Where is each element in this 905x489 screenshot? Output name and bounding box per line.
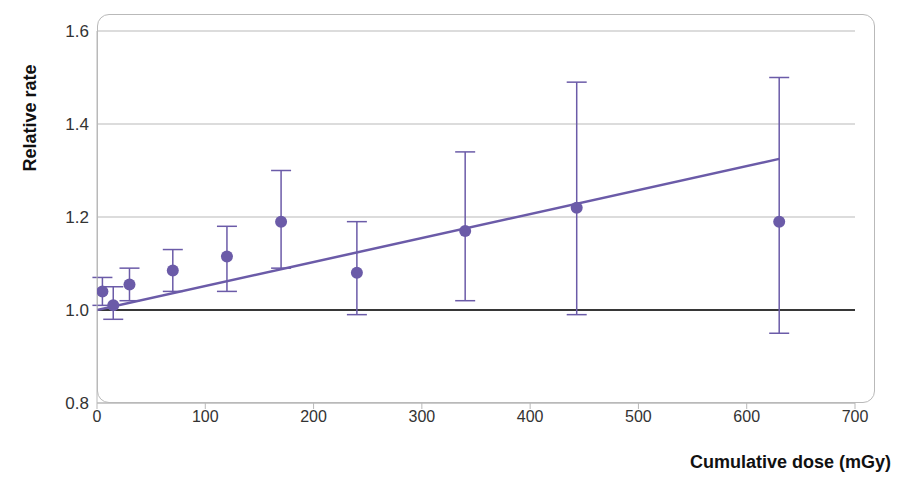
- svg-text:700: 700: [842, 408, 869, 425]
- svg-text:1.0: 1.0: [65, 301, 89, 320]
- svg-text:1.4: 1.4: [65, 115, 89, 134]
- html-text:Cumulative dose (mGy): Cumulative dose (mGy): [690, 452, 891, 472]
- svg-text:0: 0: [93, 408, 102, 425]
- svg-text:400: 400: [517, 408, 544, 425]
- svg-text:1.2: 1.2: [65, 208, 89, 227]
- svg-text:200: 200: [300, 408, 327, 425]
- html-text:Relative rate: Relative rate: [19, 64, 40, 172]
- svg-text:300: 300: [409, 408, 436, 425]
- svg-text:1.6: 1.6: [65, 22, 89, 41]
- svg-text:0.8: 0.8: [65, 394, 89, 413]
- svg-text:100: 100: [192, 408, 219, 425]
- svg-text:600: 600: [733, 408, 760, 425]
- svg-text:500: 500: [625, 408, 652, 425]
